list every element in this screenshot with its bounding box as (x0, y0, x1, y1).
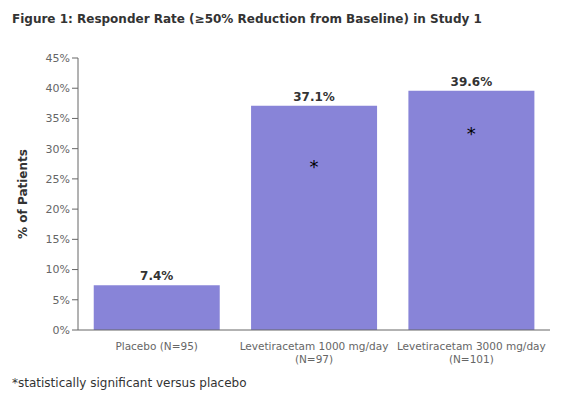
svg-text:*: * (467, 123, 476, 144)
html-text:Figure 1: Responder Rate (≥50%: Figure 1: Responder Rate (≥50% Reduction… (12, 12, 482, 26)
svg-text:0%: 0% (53, 324, 70, 337)
svg-text:*: * (310, 156, 319, 177)
svg-text:30%: 30% (46, 143, 70, 156)
svg-text:35%: 35% (46, 112, 70, 125)
svg-text:5%: 5% (53, 294, 70, 307)
svg-text:39.6%: 39.6% (451, 75, 493, 89)
svg-text:20%: 20% (46, 203, 70, 216)
svg-text:Placebo (N=95): Placebo (N=95) (115, 340, 198, 352)
svg-text:10%: 10% (46, 263, 70, 276)
svg-text:37.1%: 37.1% (293, 90, 335, 104)
svg-text:15%: 15% (46, 233, 70, 246)
html-text:*statistically significant ver: *statistically significant versus placeb… (12, 376, 247, 390)
svg-text:Levetiracetam 3000 mg/day(N=10: Levetiracetam 3000 mg/day(N=101) (397, 340, 546, 365)
svg-text:45%: 45% (46, 52, 70, 65)
svg-text:40%: 40% (46, 82, 70, 95)
svg-text:% of Patients: % of Patients (16, 149, 30, 239)
svg-text:Levetiracetam 1000 mg/day(N=97: Levetiracetam 1000 mg/day(N=97) (240, 340, 389, 365)
svg-text:7.4%: 7.4% (140, 269, 173, 283)
svg-text:25%: 25% (46, 173, 70, 186)
